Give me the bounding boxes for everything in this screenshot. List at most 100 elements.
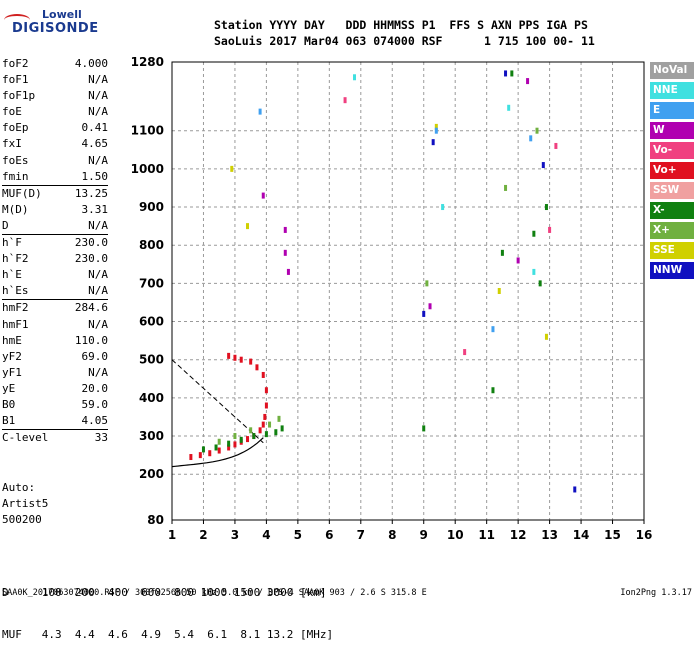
x-tick-label: 11: [478, 528, 495, 542]
param-row: fmin 1.50: [2, 169, 108, 185]
echo-point-w: [516, 257, 520, 264]
legend-item-vo: Vo-: [650, 142, 694, 159]
x-tick-label: 10: [447, 528, 464, 542]
param-value: N/A: [88, 317, 108, 331]
muf-curve: [171, 359, 264, 444]
param-name: yE: [2, 381, 16, 395]
param-row: yE 20.0: [2, 381, 108, 397]
echo-point-e: [529, 135, 533, 142]
echo-point-nnw: [422, 310, 426, 317]
param-row: fxI 4.65: [2, 136, 108, 152]
param-row: foF2 4.000: [2, 56, 108, 72]
echo-point-vo: [233, 441, 237, 448]
echo-point-vo: [261, 371, 265, 378]
param-name: foF2: [2, 57, 29, 70]
param-value: 69.0: [81, 349, 109, 363]
x-tick-label: 1: [168, 528, 176, 542]
data-points: [189, 70, 577, 493]
param-row: h`F 230.0: [2, 235, 108, 251]
echo-point-vo: [227, 352, 231, 359]
param-name: foE: [2, 105, 22, 119]
echo-point-nne: [532, 268, 536, 275]
muf-table-distance-row: D 100 200 400 600 800 1000 1500 3000 [km…: [2, 586, 327, 599]
echo-point-x: [538, 280, 542, 287]
param-value: 20.0: [81, 381, 109, 395]
param-value: N/A: [88, 365, 108, 379]
param-row: foEp 0.41: [2, 120, 108, 136]
echo-point-sse: [246, 223, 250, 230]
param-value: 284.6: [74, 301, 108, 315]
echo-point-vo: [249, 358, 253, 365]
param-separator: [2, 299, 108, 301]
echo-point-vo: [264, 387, 268, 394]
echo-point-w: [428, 303, 432, 310]
param-row: yF1 N/A: [2, 365, 108, 381]
param-value: 230.0: [74, 236, 108, 250]
echo-point-vo: [261, 421, 265, 428]
param-name: fmin: [2, 169, 29, 183]
param-name: foF1p: [2, 89, 36, 103]
echo-point-x: [201, 446, 205, 453]
logo-line2: DIGISONDE: [12, 21, 99, 36]
param-value: 0.41: [81, 121, 109, 135]
param-name: D: [2, 218, 9, 232]
echo-point-nne: [353, 74, 357, 81]
echo-point-nne: [507, 104, 511, 111]
x-tick-label: 16: [636, 528, 653, 542]
param-name: hmF1: [2, 317, 29, 331]
param-name: hmE: [2, 333, 22, 347]
legend-item-e: E: [650, 102, 694, 119]
echo-point-w: [286, 268, 290, 275]
echo-point-x: [491, 387, 495, 394]
axis-ticks: 1 2 3 4 5 6 7 8 9 10 11 12 13 14 15 1680200300400500600…: [131, 55, 653, 542]
param-row: foF1 N/A: [2, 72, 108, 88]
param-row: h`Es N/A: [2, 283, 108, 299]
echo-point-x: [252, 433, 256, 440]
echo-point-vo: [258, 427, 262, 434]
param-value: 13.25: [74, 186, 108, 200]
footer-file-info: SAA0K_2017063074000.RSF / 300fx256h 50 k…: [2, 588, 427, 598]
echo-point-x: [214, 444, 218, 451]
echo-point-nnw: [541, 162, 545, 169]
param-name: hmF2: [2, 301, 29, 315]
auto-code: 500200: [2, 513, 42, 526]
profile-curves: [171, 359, 264, 468]
echo-point-vo: [189, 454, 193, 461]
echo-point-vo: [239, 356, 243, 363]
y-tick-label: 400: [139, 391, 164, 405]
y-tick-label: 1100: [131, 124, 164, 138]
y-tick-label: 800: [139, 238, 164, 252]
param-name: yF1: [2, 365, 22, 379]
auto-program: Artist5: [2, 497, 49, 510]
header-line2: SaoLuis 2017 Mar04 063 074000 RSF 1 715 …: [214, 34, 595, 48]
x-tick-label: 7: [357, 528, 365, 542]
param-row: MUF(D) 13.25: [2, 186, 108, 202]
legend-item-nnw: NNW: [650, 262, 694, 279]
header-line1: Station YYYY DAY DDD HHMMSS P1 FFS S AXN…: [214, 18, 588, 32]
x-tick-label: 6: [325, 528, 333, 542]
ionogram-chart: 1 2 3 4 5 6 7 8 9 10 11 12 13 14 15 1680200300400500600…: [131, 55, 653, 542]
param-row: hmF2 284.6: [2, 300, 108, 316]
legend-item-nne: NNE: [650, 82, 694, 99]
echo-point-vo: [463, 349, 467, 356]
echo-point-vo: [554, 142, 558, 149]
echo-point-vo: [263, 413, 267, 420]
param-name: foF1: [2, 73, 29, 87]
echo-point-vo: [233, 354, 237, 361]
plot-frame: [171, 61, 645, 521]
echo-point-x: [500, 249, 504, 256]
param-row: foF1p N/A: [2, 88, 108, 104]
param-row: h`E N/A: [2, 267, 108, 283]
echo-point-e: [491, 326, 495, 333]
param-row: B1 4.05: [2, 413, 108, 429]
echo-point-x: [532, 230, 536, 237]
footer-version: Ion2Png 1.3.17: [620, 588, 692, 598]
param-name: M(D): [2, 202, 29, 216]
param-row: C-level 33: [2, 430, 108, 446]
y-tick-label: 1000: [131, 162, 164, 176]
y-tick-label: 80: [147, 513, 164, 527]
echo-point-x: [217, 438, 221, 445]
echo-point-x: [544, 204, 548, 211]
echo-point-x: [504, 184, 508, 191]
param-row: foEs N/A: [2, 153, 108, 169]
